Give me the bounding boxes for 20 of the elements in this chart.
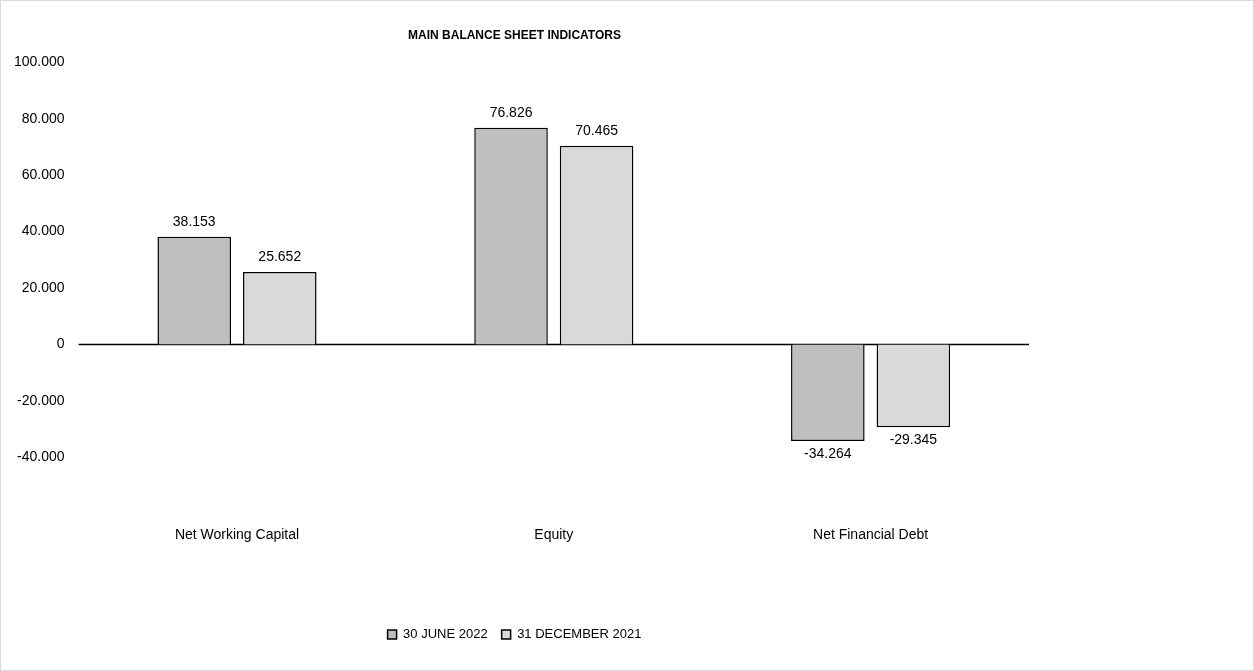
y-tick-label: -20.000 [17,391,65,408]
data-label: 76.826 [489,103,533,120]
data-label: 38.153 [172,212,216,229]
y-tick-label: 60.000 [21,166,65,183]
x-tick-label: Net Financial Debt [813,526,929,543]
x-tick-label: Equity [534,526,574,543]
data-label: 70.465 [575,121,619,138]
y-tick-label: 100.000 [14,53,65,70]
data-label: -29.345 [889,431,938,448]
legend-label: 30 JUNE 2022 [403,626,488,642]
data-label: -34.264 [804,444,852,461]
y-tick-label: 80.000 [21,109,65,126]
y-tick-label: 40.000 [21,222,65,239]
legend-label: 31 DECEMBER 2021 [517,626,642,642]
y-tick-label: 20.000 [21,278,65,295]
y-tick-label: -40.000 [17,448,65,465]
chart-title: MAIN BALANCE SHEET INDICATORS [408,27,621,42]
data-label: 25.652 [258,247,302,264]
x-tick-label: Net Working Capital [174,526,300,543]
y-tick-label: 0 [56,335,65,352]
